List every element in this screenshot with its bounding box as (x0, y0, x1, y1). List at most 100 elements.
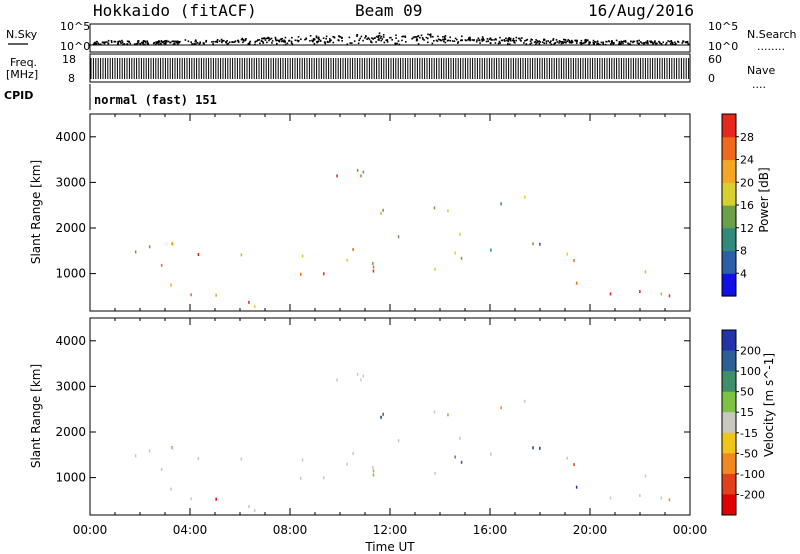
noise-dot (499, 42, 501, 44)
noise-dot (654, 40, 656, 42)
velocity-point (573, 463, 575, 467)
ytick-label: 1000 (55, 267, 86, 281)
noise-dot (137, 42, 139, 44)
noise-dot (226, 40, 228, 42)
noise-dot (566, 40, 568, 43)
noise-dot (373, 37, 376, 39)
noise-dot (240, 38, 243, 41)
noise-dot (488, 38, 491, 40)
noise-dot (575, 42, 578, 44)
noise-dot (155, 42, 158, 45)
noise-dot (265, 37, 268, 40)
noise-dot (486, 38, 489, 40)
noise-dot (309, 40, 311, 42)
noise-dot (129, 42, 132, 45)
noise-dot (202, 42, 205, 44)
power-point (454, 251, 456, 255)
noise-dot (543, 42, 545, 44)
noise-dot (104, 41, 107, 43)
noise-dot (429, 33, 432, 35)
colorbar-tick-label: 100 (740, 365, 761, 378)
noise-dot (233, 41, 235, 43)
noise-dot (534, 41, 537, 43)
noise-dot (547, 40, 549, 42)
noise-dot (117, 42, 120, 44)
colorbar-tick-label: 200 (740, 345, 761, 358)
noise-dot (507, 40, 510, 43)
xtick-label: 12:00 (373, 523, 408, 537)
power-point (433, 206, 436, 210)
noise-dot (368, 38, 371, 41)
noise-dot (262, 41, 264, 43)
noise-dot (568, 40, 570, 43)
noise-dot (102, 41, 104, 44)
colorbar-tick-label: -50 (740, 447, 758, 460)
velocity-point (253, 509, 256, 513)
noise-dot (223, 39, 225, 42)
noise-dot (633, 40, 636, 43)
noise-dot (501, 39, 504, 42)
noise-dot (592, 43, 595, 45)
noise-dot (110, 41, 113, 44)
noise-dot (171, 40, 174, 43)
noise-dot (173, 41, 176, 43)
power-point (460, 256, 463, 260)
noise-dot (333, 36, 336, 39)
noise-dot (538, 42, 541, 45)
ytick-label: 2000 (55, 221, 86, 235)
noise-dot (158, 41, 161, 43)
noise-dot (338, 35, 340, 37)
noise-dot (646, 40, 649, 42)
power-point (639, 290, 641, 293)
noise-dot (254, 41, 257, 43)
velocity-point (323, 476, 325, 480)
noise-dot (395, 37, 397, 39)
noise-dot (300, 38, 302, 40)
noise-dot (508, 37, 510, 39)
power-point (248, 300, 250, 304)
colorbar-segment (722, 182, 736, 206)
noise-dot (442, 36, 444, 38)
colorbar-segment (722, 159, 736, 183)
colorbar-segment (722, 114, 736, 138)
noise-dot (247, 42, 250, 45)
noise-dot (489, 37, 492, 39)
colorbar-segment (722, 250, 736, 274)
noise-dot (483, 39, 485, 41)
noise-dot (142, 42, 144, 44)
noise-dot (500, 39, 503, 42)
noise-dot (221, 40, 223, 42)
noise-dot (552, 38, 555, 40)
noise-dot (401, 39, 403, 42)
noise-dot (398, 43, 401, 46)
noise-dot (670, 40, 673, 42)
noise-dot (356, 34, 358, 36)
noise-dot (288, 39, 291, 42)
noise-dot (107, 39, 110, 42)
noise-dot (137, 40, 140, 42)
noise-dot (94, 41, 96, 44)
noise-dot (570, 42, 573, 44)
noise-dot (536, 41, 538, 44)
noise-dot (395, 34, 397, 37)
noise-dot (139, 43, 142, 45)
noise-dot (375, 35, 378, 38)
velocity-point (190, 497, 192, 501)
velocity-point (301, 458, 304, 462)
noise-dot (339, 36, 342, 38)
noise-dot (317, 36, 320, 39)
noise-dot (536, 40, 539, 42)
beam-title: Beam 09 (355, 1, 422, 20)
noise-dot (318, 38, 320, 41)
velocity-cbar-label: Velocity [m s^-1] (762, 353, 776, 457)
velocity-point (240, 457, 243, 461)
noise-dot (485, 40, 488, 43)
power-point (609, 292, 612, 296)
noise-dot (530, 42, 533, 44)
noise-dot (137, 40, 139, 42)
power-point (148, 245, 151, 249)
noise-dot (526, 38, 529, 41)
noise-dot (506, 39, 508, 42)
colorbar-segment (722, 391, 736, 413)
noise-dot (404, 36, 407, 38)
